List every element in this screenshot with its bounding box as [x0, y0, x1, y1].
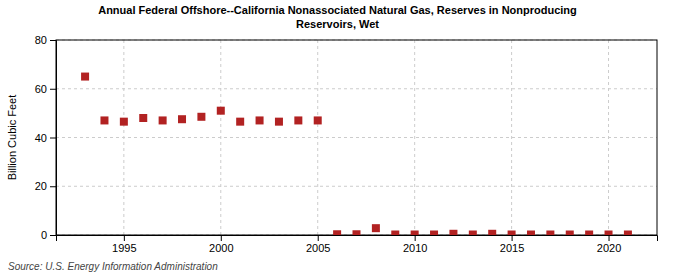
point [411, 231, 419, 235]
y-axis-tick-label: 40 [35, 132, 47, 144]
grid [56, 40, 657, 235]
y-axis-tick-mark [50, 89, 56, 90]
grid-line-y [56, 137, 657, 138]
x-axis: 1995 2000 2005 2010 2015 2020 [57, 235, 658, 254]
y-axis-tick-label: 20 [35, 180, 47, 192]
chart-svg: 1995 2000 2005 2010 2015 2020 0 20 40 60 80 Billion… [0, 0, 675, 275]
y-axis-tick: 40 [35, 132, 56, 144]
y-axis: 0 20 40 60 80 [35, 34, 57, 241]
plot-frame [56, 40, 657, 235]
y-axis-tick-mark [50, 138, 56, 139]
x-axis-tick-mark [124, 235, 125, 241]
x-axis-tick-mark [318, 235, 319, 241]
y-axis-tick-label: 80 [35, 34, 47, 46]
point [527, 231, 535, 235]
point [81, 73, 89, 81]
x-axis-tick-label: 2000 [209, 242, 233, 254]
point [546, 231, 554, 235]
x-axis-tick: 2015 [500, 235, 524, 254]
point [585, 231, 593, 235]
y-axis-tick-label: 60 [35, 83, 47, 95]
point [100, 116, 108, 124]
point [120, 118, 128, 126]
grid-line-x [511, 40, 512, 235]
y-axis-title: Billion Cubic Feet [6, 95, 18, 181]
point [353, 230, 361, 235]
x-axis-tick-label: 1995 [112, 242, 136, 254]
grid-line-y [56, 186, 657, 187]
x-axis-domain [57, 236, 658, 242]
point [566, 231, 574, 235]
grid-line-x [414, 40, 415, 235]
point [449, 230, 457, 235]
y-axis-domain [50, 41, 57, 236]
point [605, 231, 613, 235]
x-axis-tick: 2010 [403, 235, 427, 254]
point [314, 116, 322, 124]
x-axis-tick-label: 2015 [500, 242, 524, 254]
x-axis-tick: 2000 [209, 235, 233, 254]
x-axis-tick: 1995 [112, 235, 136, 254]
x-axis-tick-mark [609, 235, 610, 241]
source-note: Source: U.S. Energy Information Administ… [8, 261, 218, 272]
point [275, 118, 283, 126]
y-axis-tick-mark [50, 186, 56, 187]
point [430, 231, 438, 235]
x-axis-tick-label: 2010 [403, 242, 427, 254]
x-axis-tick-mark [415, 235, 416, 241]
x-axis-tick-label: 2005 [306, 242, 330, 254]
point [488, 230, 496, 235]
point [178, 115, 186, 123]
point [624, 231, 632, 235]
y-axis-tick: 0 [41, 229, 56, 241]
point [294, 116, 302, 124]
y-axis-tick-label: 0 [41, 229, 47, 241]
x-axis-tick-mark [221, 235, 222, 241]
point [333, 230, 341, 235]
grid-line-y [56, 88, 657, 89]
x-axis-tick: 2005 [306, 235, 330, 254]
point [236, 118, 244, 126]
title: Annual Federal Offshore--California Nona… [98, 4, 577, 30]
y-axis-tick-mark [50, 40, 56, 41]
point [159, 116, 167, 124]
y-axis-tick: 60 [35, 83, 56, 95]
x-axis-tick: 2020 [597, 235, 621, 254]
y-axis-tick-mark [50, 235, 56, 236]
title-line: Annual Federal Offshore--California Nona… [98, 4, 577, 16]
point [197, 113, 205, 121]
point [508, 231, 516, 235]
x-axis-tick-label: 2020 [597, 242, 621, 254]
point [256, 116, 264, 124]
y-axis-tick: 20 [35, 180, 56, 192]
point [139, 114, 147, 122]
point [469, 231, 477, 235]
plot: 1995 2000 2005 2010 2015 2020 0 20 40 60 80 [35, 34, 658, 254]
title-line: Reservoirs, Wet [296, 18, 379, 30]
point [217, 107, 225, 115]
point [391, 231, 399, 235]
point [372, 224, 380, 232]
x-axis-tick-mark [512, 235, 513, 241]
grid-line-x [317, 40, 318, 235]
marks [81, 73, 632, 235]
y-axis-tick: 80 [35, 34, 56, 46]
